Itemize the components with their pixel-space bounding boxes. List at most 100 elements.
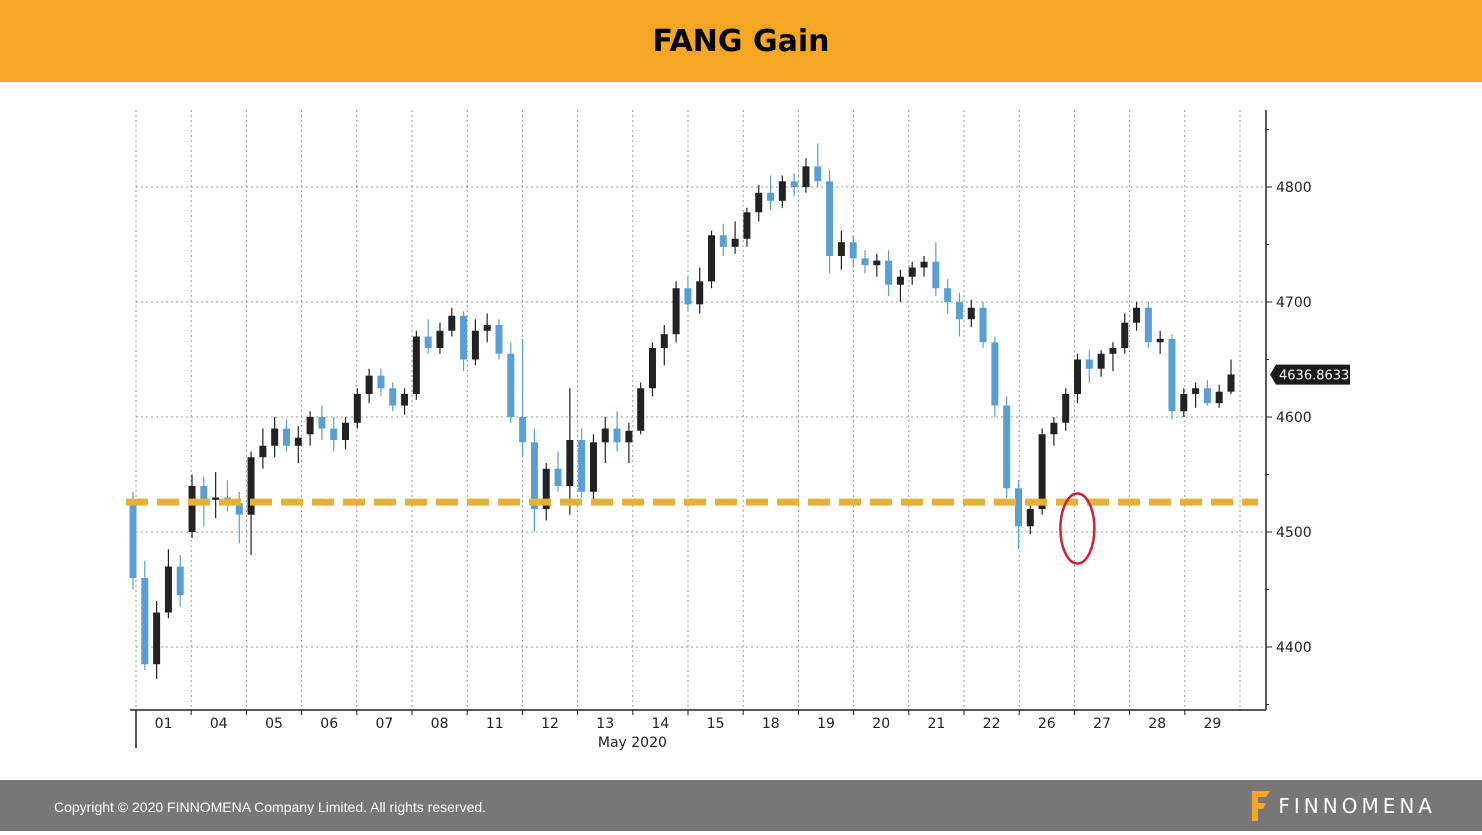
candlestick-chart: 4400 4500 4600 4700 4800 01 04 05 06 07 08 11 12 13 14… [126,110,1350,751]
candle-body [944,288,952,302]
candle-body [1133,307,1141,323]
candle-body [412,336,420,394]
y-tick-label: 4600 [1276,410,1312,426]
candle-body [684,288,692,305]
page-title: FANG Gain [652,23,830,59]
x-tick-label: 20 [872,716,890,732]
candle-body [389,388,397,406]
x-tick-label: 01 [155,716,173,732]
candle-body [259,445,267,458]
candle-body [176,566,184,596]
candle-body [401,394,409,406]
candle-body [778,181,786,201]
candle-body [1180,394,1188,412]
candle-body [330,428,338,440]
candle-body [1227,374,1235,392]
y-tick-label: 4800 [1276,180,1312,196]
candle-body [885,260,893,285]
candle-body [967,307,975,320]
candle-body [849,242,857,259]
candle-body [1003,405,1011,489]
candle-body [1050,422,1058,435]
candle-body [460,315,468,360]
candle-body [554,468,562,486]
candle-body [648,348,656,389]
candle-body [1038,434,1046,509]
candle-body [613,428,621,443]
header-bar: FANG Gain [0,0,1482,82]
candle-body [1215,391,1223,404]
x-tick-label: 07 [375,716,393,732]
candle-body [625,430,633,443]
candle-body [247,457,255,515]
candle-body [188,486,196,532]
candle-body [932,261,940,289]
candle-body [530,442,538,509]
candle-body [589,442,597,492]
candle-body [873,260,881,266]
candle-body [164,566,172,613]
candle-body [495,325,503,354]
x-tick-label: 13 [596,716,614,732]
candle-body [141,578,149,665]
x-tick-label: 18 [762,716,780,732]
candle-body [200,486,208,500]
candle-body [896,276,904,285]
candle-body [814,166,822,182]
candle-body [743,212,751,239]
candle-body [1156,338,1164,343]
x-tick-label: 06 [320,716,338,732]
x-tick-label: 08 [431,716,449,732]
x-tick-label: 26 [1038,716,1056,732]
x-tick-label: 11 [486,716,504,732]
candle-body [507,353,515,417]
candle-body [353,394,361,423]
x-tick-label: 04 [210,716,228,732]
chart-area: 4400 4500 4600 4700 4800 01 04 05 06 07 08 11 12 13 14… [0,82,1482,780]
candle-body [377,375,385,389]
finnomena-logo: FINNOMENA [1250,789,1436,823]
candle-body [755,192,763,213]
x-tick-label: 21 [927,716,945,732]
candle-body [1121,322,1129,348]
candle-body [637,388,645,431]
candle-body [448,315,456,331]
x-axis-title: May 2020 [598,735,667,751]
candle-body [153,612,161,665]
candle-body [212,497,220,500]
candle-body [471,330,479,360]
footer-bar: Copyright © 2020 FINNOMENA Company Limit… [0,780,1482,831]
candle-body [1074,359,1082,394]
candle-body [802,166,810,187]
candle-body [672,288,680,335]
candle-body [306,417,314,435]
candle-body [1026,509,1034,527]
candle-body [1097,353,1105,369]
candle-body [542,468,550,509]
finnomena-logo-icon [1252,791,1271,821]
candle-body [519,417,527,443]
candle-body [1062,394,1070,423]
candle-body [826,181,834,256]
candle-body [790,181,798,187]
x-tick-label: 28 [1148,716,1166,732]
candle-body [837,242,845,256]
candle-body [991,342,999,406]
y-tick-label: 4500 [1276,525,1312,541]
x-tick-label: 22 [983,716,1001,732]
candle-body [566,440,574,486]
candle-body [271,428,279,446]
x-tick-label: 14 [651,716,669,732]
candle-body [1144,307,1152,343]
y-tick-label: 4400 [1276,640,1312,656]
x-tick-label: 19 [817,716,835,732]
candle-body [318,417,326,429]
candle-body [660,334,668,348]
candle-body [294,437,302,446]
candle-body [1014,488,1022,527]
candle-body [719,235,727,247]
candle-body [282,428,290,446]
candle-body [601,428,609,443]
candle-body [767,192,775,201]
candle-body [342,422,350,440]
